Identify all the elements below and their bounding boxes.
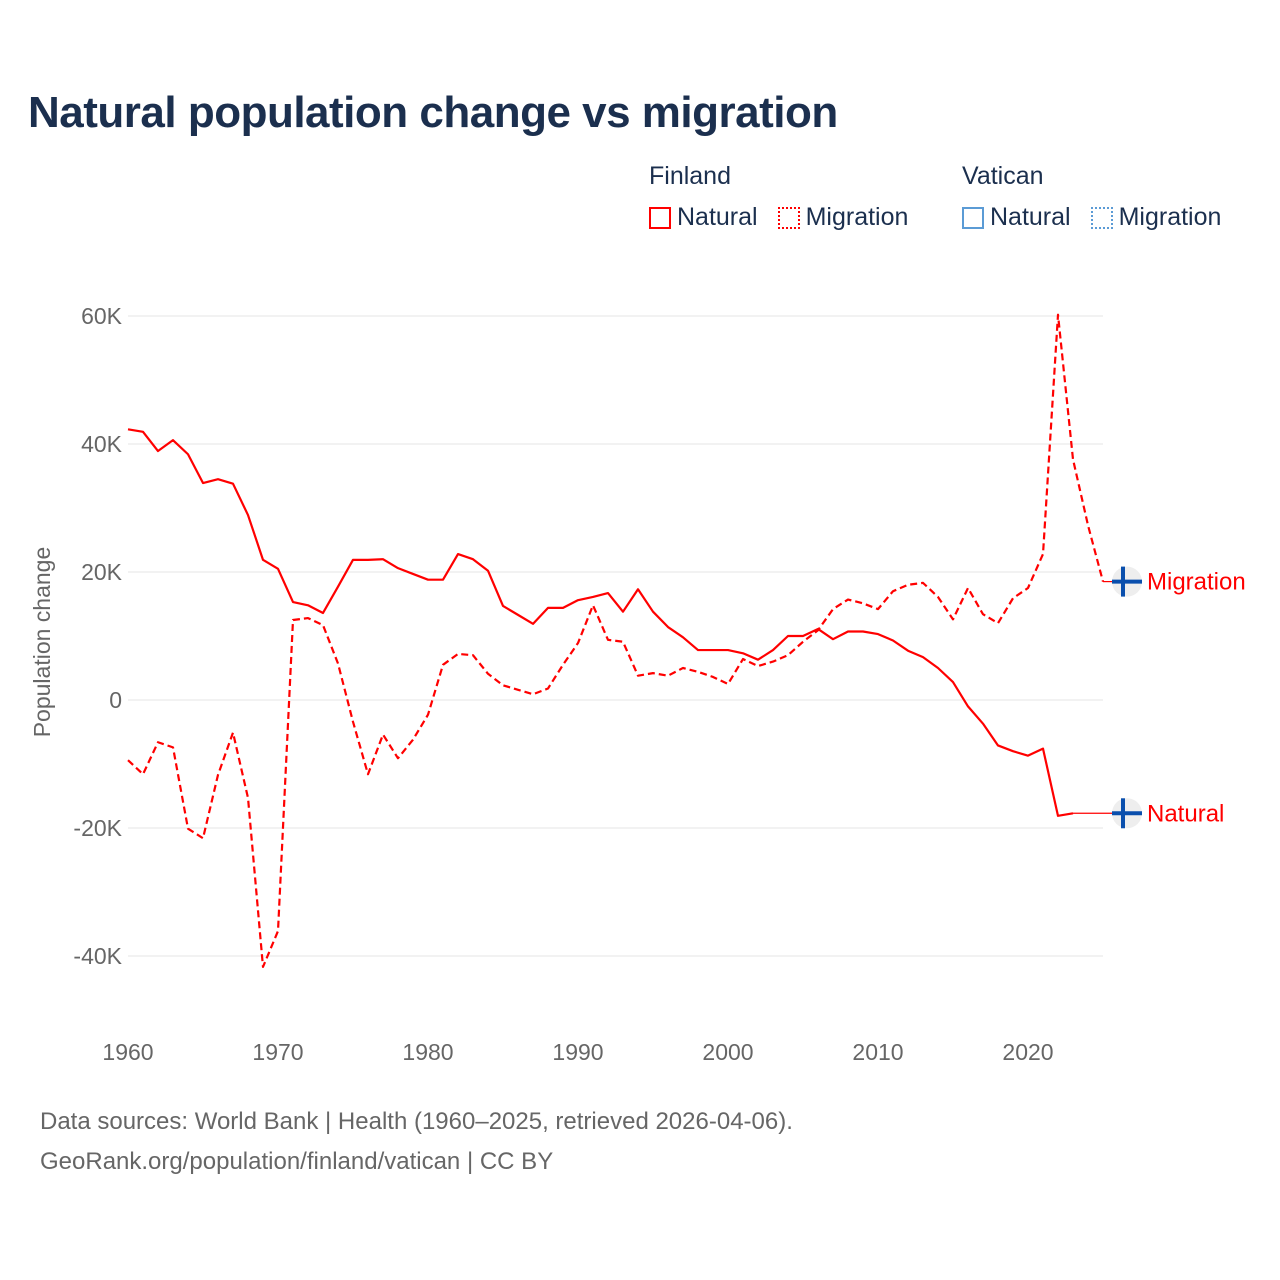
series-line-finland-migration [127, 313, 1105, 968]
y-tick-label: 40K [81, 431, 123, 457]
end-label: Natural [1147, 800, 1224, 827]
series-line-finland-natural [127, 428, 1074, 817]
legend-item-vatican-migration[interactable]: Migration [1090, 203, 1222, 232]
footer-sources: Data sources: World Bank | Health (1960–… [40, 1108, 793, 1135]
y-tick-label: 60K [81, 303, 123, 329]
legend-item-finland-migration[interactable]: Migration [777, 203, 909, 232]
x-tick-label: 1980 [402, 1039, 453, 1065]
legend-label: Natural [677, 203, 758, 231]
chart-title: Natural population change vs migration [28, 88, 838, 137]
legend-item-finland-natural[interactable]: Natural [649, 203, 758, 232]
legend-label: Natural [990, 203, 1071, 231]
x-tick-label: 1970 [252, 1039, 303, 1065]
y-tick-label: -40K [73, 943, 122, 969]
legend-item-vatican-natural[interactable]: Natural [962, 203, 1071, 232]
y-tick-label: 20K [81, 559, 123, 585]
legend-group-finland: Finland Natural Migration [649, 162, 908, 232]
y-tick-label: 0 [109, 687, 122, 713]
legend-group-title: Vatican [962, 162, 1044, 190]
x-tick-label: 2010 [852, 1039, 903, 1065]
dotted-swatch-icon [1090, 206, 1113, 229]
legend-label: Migration [1118, 203, 1222, 231]
y-tick-label: -20K [73, 815, 122, 841]
legend-group-title: Finland [649, 162, 731, 190]
dotted-swatch-icon [777, 206, 800, 229]
x-tick-label: 1990 [552, 1039, 603, 1065]
y-axis-label: Population change [29, 547, 55, 738]
solid-swatch-icon [962, 206, 984, 229]
x-tick-label: 2020 [1002, 1039, 1053, 1065]
footer-credit[interactable]: GeoRank.org/population/finland/vatican |… [40, 1148, 554, 1175]
legend-label: Migration [805, 203, 909, 231]
x-tick-label: 1960 [102, 1039, 153, 1065]
end-label: Migration [1147, 569, 1246, 596]
x-tick-label: 2000 [702, 1039, 753, 1065]
legend-group-vatican: Vatican Natural Migration [962, 162, 1221, 232]
solid-swatch-icon [649, 206, 671, 229]
